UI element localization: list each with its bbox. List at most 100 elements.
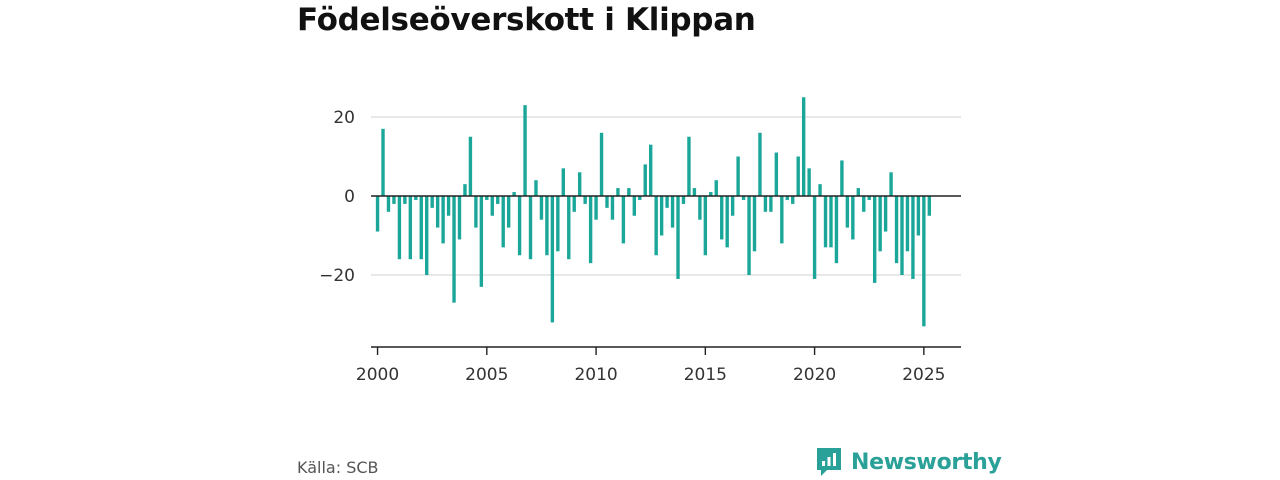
bar [780, 196, 784, 244]
bar [419, 196, 423, 260]
x-tick-label: 2015 [684, 365, 727, 385]
bar [627, 188, 631, 196]
bar [649, 144, 653, 196]
bar [725, 196, 729, 248]
x-tick-label: 2010 [574, 365, 617, 385]
bar [862, 196, 866, 212]
brand-logo: Newsworthy [815, 446, 1002, 478]
x-tick-label: 2005 [465, 365, 508, 385]
bar [468, 136, 473, 196]
bar [670, 196, 675, 228]
bar [698, 196, 702, 220]
bar [872, 196, 877, 283]
bar [741, 196, 746, 200]
bar [676, 196, 680, 279]
bar [714, 180, 718, 196]
bar [632, 196, 637, 216]
bar [594, 196, 598, 220]
bar [517, 196, 522, 256]
x-tick-labels: 2000 2005 2010 2015 2020 2025 [356, 365, 946, 385]
bar [452, 196, 456, 303]
bar [534, 180, 538, 196]
bar [567, 196, 571, 260]
bar [403, 196, 407, 204]
bar [703, 196, 708, 256]
bar [883, 196, 888, 232]
bar [583, 196, 587, 204]
bar [375, 196, 380, 232]
bar [807, 168, 811, 196]
bar [386, 196, 391, 212]
bar [867, 196, 871, 200]
bar [801, 97, 806, 196]
bar [900, 196, 904, 275]
bar [528, 196, 533, 260]
bar [638, 196, 642, 200]
bar [479, 196, 484, 287]
bar [490, 196, 494, 216]
bar [878, 196, 882, 252]
bar [577, 172, 582, 196]
bar [812, 196, 817, 279]
bar [752, 196, 757, 252]
axes [371, 195, 961, 355]
bar [692, 188, 697, 196]
bar [665, 196, 669, 208]
bar [474, 196, 478, 228]
bar [774, 152, 779, 196]
bar [905, 196, 910, 252]
bar [889, 172, 893, 196]
bar [796, 156, 800, 196]
bar [572, 196, 576, 212]
y-tick-label: −20 [319, 266, 355, 286]
bar [550, 196, 555, 323]
bar [736, 156, 740, 196]
gridlines [371, 116, 961, 276]
bar [430, 196, 434, 208]
bars [375, 97, 932, 327]
bar [457, 196, 462, 240]
bar [408, 196, 413, 260]
y-tick-label: 20 [333, 108, 355, 128]
bar [643, 164, 647, 196]
newsworthy-logo-icon [817, 448, 841, 476]
bar [392, 196, 396, 204]
bar [616, 188, 620, 196]
brand-name: Newsworthy [851, 449, 1002, 475]
bar [599, 132, 604, 196]
bar [747, 196, 751, 275]
bar [654, 196, 658, 256]
bar [381, 128, 385, 196]
y-tick-label: 0 [344, 187, 355, 207]
bar [545, 196, 549, 256]
bar [506, 196, 511, 228]
bar [840, 160, 844, 196]
bar [845, 196, 850, 228]
bar [496, 196, 500, 204]
bar [851, 196, 855, 240]
bar [829, 196, 833, 248]
bar [687, 136, 691, 196]
bar [605, 196, 609, 208]
bar [785, 196, 789, 200]
bar [588, 196, 593, 264]
bar [916, 196, 921, 236]
bar [791, 196, 795, 204]
bar [769, 196, 773, 212]
bar [659, 196, 664, 236]
bar [397, 196, 402, 260]
bar [621, 196, 626, 244]
bar [927, 196, 932, 216]
bar [823, 196, 828, 248]
bar [758, 132, 762, 196]
bar [922, 196, 926, 327]
x-tick-label: 2020 [793, 365, 836, 385]
bar [763, 196, 768, 212]
x-tick-label: 2025 [902, 365, 945, 385]
bar [894, 196, 899, 264]
y-tick-labels: −20 0 20 [319, 108, 355, 286]
bar [856, 188, 860, 196]
bar [730, 196, 735, 216]
bar [681, 196, 686, 204]
